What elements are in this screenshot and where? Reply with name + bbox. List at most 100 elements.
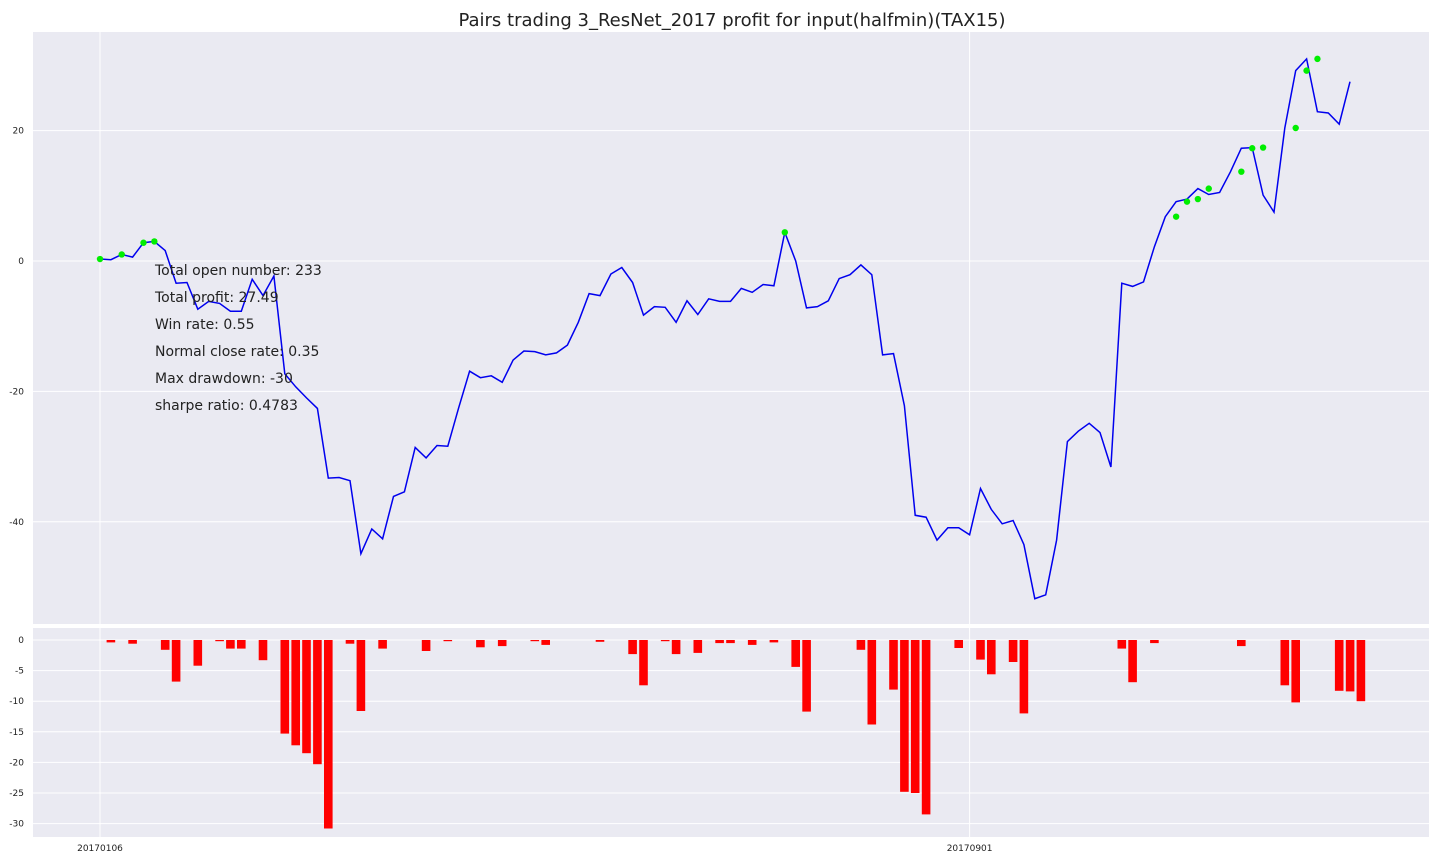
annotation-sharpe-ratio: sharpe ratio: 0.4783: [155, 398, 298, 414]
drawdown-bar: [976, 640, 985, 660]
drawdown-bar: [193, 640, 203, 666]
profit-marker: [1314, 55, 1321, 63]
drawdown-y-tick-label: -5: [15, 667, 24, 677]
drawdown-bar: [160, 640, 170, 650]
drawdown-bar: [987, 640, 996, 675]
drawdown-bar: [476, 640, 485, 648]
drawdown-bar: [867, 640, 877, 725]
drawdown-y-axis: 0 -5 -10 -15 -20 -25 -30: [9, 636, 24, 830]
drawdown-bar: [128, 640, 137, 644]
drawdown-bar: [639, 640, 648, 686]
annotation-open-number: Total open number: 233: [154, 263, 322, 279]
profit-gridlines: [33, 32, 1429, 624]
drawdown-bar: [258, 640, 268, 661]
profit-marker: [118, 251, 125, 258]
drawdown-bar: [715, 640, 724, 644]
drawdown-bar: [921, 640, 931, 815]
drawdown-bars: [106, 640, 1366, 829]
drawdown-bar: [660, 640, 670, 642]
drawdown-y-tick-label: -15: [9, 728, 24, 738]
drawdown-bar: [1237, 640, 1246, 647]
drawdown-bar: [726, 640, 735, 644]
drawdown-bar: [421, 640, 431, 651]
drawdown-bar: [900, 640, 909, 792]
drawdown-bar: [791, 640, 800, 667]
drawdown-bar: [1019, 640, 1029, 714]
drawdown-bar: [443, 640, 453, 642]
profit-marker: [96, 255, 104, 263]
profit-y-tick-label: 20: [13, 127, 25, 137]
profit-y-tick-label: 0: [18, 257, 24, 267]
drawdown-bar: [356, 640, 366, 711]
drawdown-bar: [237, 640, 246, 649]
profit-marker: [1172, 213, 1180, 220]
profit-marker: [1249, 145, 1256, 152]
drawdown-y-tick-label: -25: [9, 789, 24, 799]
drawdown-bar: [769, 640, 779, 643]
chart-title: Pairs trading 3_ResNet_2017 profit for i…: [458, 10, 1005, 31]
profit-y-tick-label: -40: [9, 518, 24, 528]
drawdown-bar: [345, 640, 355, 644]
annotation-max-drawdown: Max drawdown: -30: [155, 371, 293, 387]
drawdown-bar: [171, 640, 181, 682]
drawdown-bar: [324, 640, 333, 829]
drawdown-bar: [313, 640, 322, 765]
drawdown-bar: [1356, 640, 1366, 702]
drawdown-bar: [541, 640, 550, 645]
drawdown-bar: [280, 640, 290, 734]
x-axis: 20170106 20170901: [77, 844, 992, 854]
drawdown-y-tick-label: -20: [9, 758, 24, 768]
drawdown-bar: [693, 640, 703, 653]
drawdown-bar: [106, 640, 116, 643]
annotation-win-rate: Win rate: 0.55: [155, 317, 255, 333]
annotation-normal-close-rate: Normal close rate: 0.35: [155, 344, 319, 360]
profit-marker: [1183, 198, 1191, 205]
drawdown-y-tick-label: -10: [9, 697, 24, 707]
profit-marker: [1303, 67, 1310, 74]
drawdown-bar: [1117, 640, 1127, 649]
profit-markers: [96, 55, 1321, 263]
drawdown-y-tick-label: -30: [9, 820, 24, 830]
drawdown-bar: [1008, 640, 1018, 662]
drawdown-bar: [378, 640, 387, 649]
profit-y-axis: 20 0 -20 -40: [9, 127, 24, 528]
profit-marker: [1205, 185, 1212, 192]
drawdown-bar: [530, 640, 540, 642]
drawdown-y-tick-label: 0: [18, 636, 24, 646]
drawdown-bar: [856, 640, 866, 650]
drawdown-bar: [628, 640, 637, 655]
drawdown-bar: [671, 640, 681, 655]
stats-annotations: Total open number: 233 Total profit: 27.…: [154, 263, 322, 414]
drawdown-bar: [215, 640, 224, 642]
drawdown-bar: [1280, 640, 1290, 686]
drawdown-bar: [497, 640, 507, 647]
profit-marker: [781, 229, 789, 236]
drawdown-bar: [1334, 640, 1344, 691]
drawdown-bar: [291, 640, 300, 746]
drawdown-bar: [226, 640, 235, 649]
profit-y-tick-label: -20: [9, 387, 24, 397]
profit-marker: [1238, 168, 1245, 175]
drawdown-bar: [954, 640, 963, 648]
drawdown-plot-area: [33, 628, 1429, 837]
annotation-total-profit: Total profit: 27.49: [154, 290, 279, 306]
drawdown-bar: [1291, 640, 1300, 703]
drawdown-bar: [1150, 640, 1159, 644]
profit-marker: [140, 239, 147, 246]
profit-marker: [1292, 124, 1299, 132]
profit-line: [99, 57, 1351, 600]
drawdown-bar: [1128, 640, 1137, 683]
drawdown-bar: [802, 640, 811, 712]
drawdown-bar: [889, 640, 898, 690]
x-tick-label: 20170106: [77, 844, 123, 854]
drawdown-bar: [910, 640, 920, 793]
drawdown-bar: [595, 640, 605, 642]
profit-marker: [151, 238, 158, 245]
drawdown-bar: [1345, 640, 1355, 692]
drawdown-bar: [302, 640, 311, 754]
profit-marker: [1259, 144, 1267, 151]
x-tick-label: 20170901: [947, 844, 993, 854]
drawdown-bar: [747, 640, 757, 645]
profit-marker: [1194, 195, 1202, 203]
